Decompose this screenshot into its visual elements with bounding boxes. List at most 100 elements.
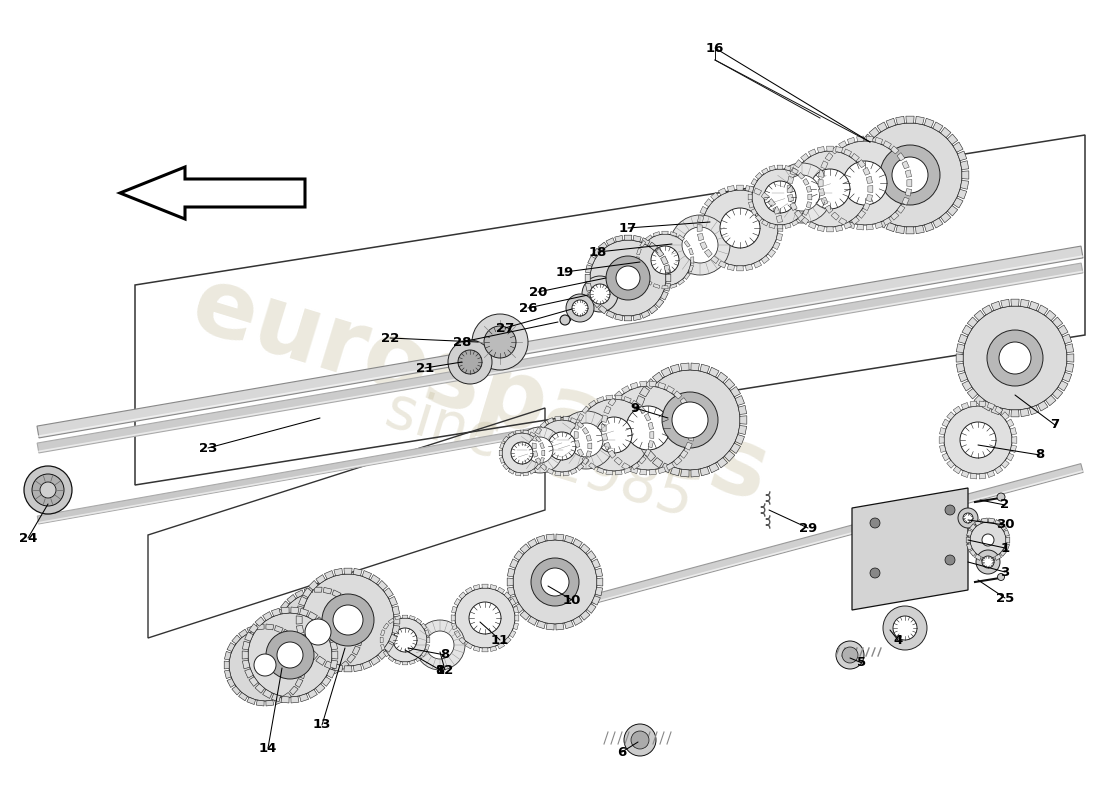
Polygon shape	[818, 170, 825, 178]
Polygon shape	[661, 463, 671, 473]
Polygon shape	[634, 416, 640, 424]
Polygon shape	[678, 279, 684, 285]
Polygon shape	[1046, 395, 1056, 406]
Circle shape	[945, 555, 955, 565]
Polygon shape	[573, 538, 582, 547]
Polygon shape	[1006, 419, 1014, 426]
Polygon shape	[416, 656, 421, 662]
Polygon shape	[689, 266, 693, 272]
Circle shape	[513, 540, 597, 624]
Polygon shape	[906, 179, 912, 186]
Polygon shape	[658, 382, 666, 389]
Polygon shape	[967, 389, 978, 399]
Circle shape	[578, 399, 650, 471]
Polygon shape	[340, 594, 349, 603]
Text: 2: 2	[1000, 498, 1010, 511]
Polygon shape	[858, 210, 866, 218]
Circle shape	[639, 234, 691, 286]
Polygon shape	[1004, 544, 1010, 550]
Polygon shape	[851, 161, 859, 170]
Polygon shape	[648, 422, 653, 430]
Polygon shape	[685, 406, 692, 414]
Polygon shape	[691, 257, 694, 263]
Polygon shape	[777, 234, 782, 241]
Circle shape	[976, 550, 1000, 574]
Text: 20: 20	[529, 286, 547, 298]
Polygon shape	[646, 279, 652, 285]
Polygon shape	[708, 463, 719, 473]
Polygon shape	[994, 520, 1001, 526]
Polygon shape	[300, 661, 306, 669]
Polygon shape	[509, 598, 516, 606]
Polygon shape	[708, 367, 719, 377]
Polygon shape	[389, 596, 397, 606]
Polygon shape	[344, 666, 352, 672]
Polygon shape	[867, 176, 872, 183]
Polygon shape	[851, 154, 859, 162]
Text: 4: 4	[893, 634, 903, 646]
Polygon shape	[608, 398, 616, 406]
Polygon shape	[298, 634, 307, 644]
Polygon shape	[784, 166, 791, 170]
Polygon shape	[790, 202, 798, 210]
Polygon shape	[982, 305, 992, 315]
Polygon shape	[670, 364, 680, 373]
Polygon shape	[595, 587, 603, 596]
Polygon shape	[867, 136, 873, 142]
Circle shape	[858, 123, 962, 227]
Polygon shape	[280, 654, 289, 663]
Polygon shape	[1000, 550, 1006, 556]
Polygon shape	[1011, 410, 1019, 417]
Text: eurospares: eurospares	[180, 258, 779, 522]
Polygon shape	[255, 617, 265, 626]
Polygon shape	[381, 645, 385, 650]
Polygon shape	[869, 127, 879, 138]
Text: 29: 29	[799, 522, 817, 534]
Polygon shape	[482, 584, 488, 588]
Polygon shape	[933, 122, 943, 132]
Polygon shape	[299, 608, 309, 616]
Polygon shape	[947, 460, 955, 468]
Polygon shape	[883, 141, 891, 148]
Polygon shape	[737, 266, 744, 271]
Polygon shape	[491, 646, 497, 651]
Polygon shape	[777, 225, 783, 229]
Polygon shape	[536, 458, 541, 465]
Circle shape	[333, 605, 363, 635]
Polygon shape	[454, 598, 461, 606]
Polygon shape	[961, 470, 969, 478]
Circle shape	[960, 422, 996, 458]
Polygon shape	[933, 218, 943, 228]
Polygon shape	[957, 151, 967, 161]
Polygon shape	[836, 146, 843, 153]
Polygon shape	[957, 190, 967, 199]
Text: 1: 1	[1000, 542, 1010, 554]
Circle shape	[40, 482, 56, 498]
Polygon shape	[639, 386, 649, 397]
Polygon shape	[528, 617, 537, 626]
Circle shape	[448, 340, 492, 384]
Polygon shape	[854, 190, 862, 199]
Text: 7: 7	[1050, 418, 1059, 431]
Polygon shape	[898, 153, 905, 161]
Circle shape	[302, 574, 394, 666]
Polygon shape	[296, 626, 304, 634]
Polygon shape	[738, 406, 747, 414]
Circle shape	[616, 266, 640, 290]
Polygon shape	[304, 670, 312, 677]
Polygon shape	[689, 415, 694, 422]
Circle shape	[536, 420, 588, 472]
Polygon shape	[821, 161, 828, 169]
Polygon shape	[275, 626, 283, 633]
Polygon shape	[962, 325, 972, 335]
Circle shape	[606, 256, 650, 300]
Polygon shape	[681, 470, 689, 477]
Polygon shape	[689, 248, 693, 254]
Polygon shape	[316, 574, 326, 584]
Polygon shape	[631, 400, 639, 407]
Polygon shape	[330, 660, 338, 669]
Polygon shape	[961, 402, 969, 410]
Polygon shape	[592, 248, 601, 257]
Polygon shape	[536, 464, 541, 470]
Polygon shape	[346, 601, 355, 610]
